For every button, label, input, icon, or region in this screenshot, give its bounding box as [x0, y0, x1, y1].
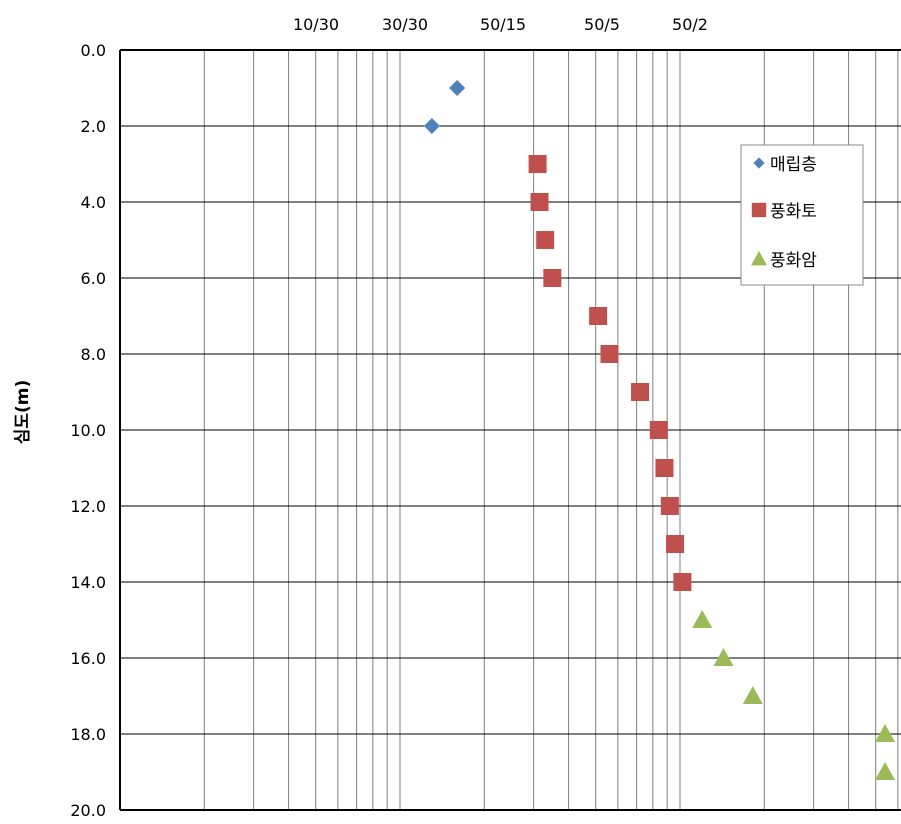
data-points — [423, 80, 896, 780]
data-point — [649, 421, 668, 439]
y-tick-label: 6.0 — [81, 269, 106, 288]
data-point — [589, 307, 608, 325]
data-point — [543, 269, 562, 287]
data-point — [692, 610, 713, 628]
data-point — [713, 648, 734, 666]
data-point — [631, 383, 650, 401]
y-tick-label: 18.0 — [70, 725, 106, 744]
data-point — [875, 762, 896, 780]
y-tick-label: 12.0 — [70, 497, 106, 516]
x-tick-label: 50/5 — [584, 15, 620, 34]
legend-label: 풍화암 — [770, 251, 817, 271]
data-point — [875, 724, 896, 742]
x-tick-label: 10/30 — [293, 15, 339, 34]
y-tick-label: 10.0 — [70, 421, 106, 440]
y-tick-label: 4.0 — [81, 193, 106, 212]
data-point — [423, 118, 440, 134]
legend-marker — [751, 251, 767, 266]
data-point — [673, 573, 692, 591]
legend-label: 매립층 — [770, 155, 817, 175]
y-axis-label: 심도(m) — [13, 380, 33, 445]
data-point — [660, 497, 679, 515]
y-tick-label: 14.0 — [70, 573, 106, 592]
y-tick-label: 16.0 — [70, 649, 106, 668]
data-point — [655, 459, 674, 477]
tick-labels: 0.0 2.0 4.0 6.0 8.0 10.0 12.0 14.0 16.0 18.0 20.0 1… — [70, 15, 708, 820]
x-tick-label: 50/2 — [672, 15, 708, 34]
x-tick-label: 50/15 — [480, 15, 526, 34]
y-tick-label: 0.0 — [81, 41, 106, 60]
data-point — [530, 193, 549, 211]
data-point — [536, 231, 555, 249]
axes — [119, 49, 901, 811]
y-tick-label: 2.0 — [81, 117, 106, 136]
data-point — [600, 345, 619, 363]
legend-marker — [753, 157, 765, 169]
legend-marker — [751, 202, 767, 218]
grid — [120, 49, 901, 811]
legend-label: 풍화토 — [770, 202, 817, 222]
data-point — [742, 686, 763, 704]
data-point — [528, 155, 547, 173]
x-tick-label: 30/30 — [382, 15, 428, 34]
data-point — [449, 80, 466, 96]
y-tick-label: 8.0 — [81, 345, 106, 364]
data-point — [666, 535, 685, 553]
y-tick-label: 20.0 — [70, 801, 106, 820]
